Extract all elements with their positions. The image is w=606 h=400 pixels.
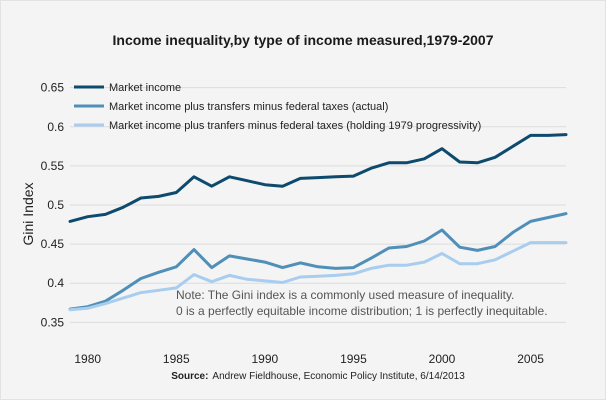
y-axis-label: Gini Index [20,182,36,245]
x-tick-label-0: 1980 [74,352,101,366]
x-tick-label-3: 1995 [340,352,367,366]
series-line-1 [68,133,568,223]
note-line-2: 0 is a perfectly equitable income distri… [176,304,548,318]
x-tick-labels: 1980 1985 1990 1995 2000 2005 [74,352,544,366]
legend-label-3: Market income plus tranfers minus federa… [109,120,481,132]
y-tick-label-1: 0.4 [47,276,64,290]
legend-label-2: Market income plus transfers minus feder… [109,101,388,113]
source-credit: Source: Andrew Fieldhouse, Economic Polic… [171,371,465,382]
legend-label-1: Market income [109,82,181,94]
x-tick-label-4: 2000 [429,352,456,366]
series-lines [68,133,568,312]
y-tick-label-4: 0.55 [41,159,65,173]
series-line-2 [68,212,568,311]
x-tick-label-5: 2005 [517,352,544,366]
chart-title: Income inequality,by type of income meas… [113,32,494,48]
gridlines [70,87,566,323]
source-label: Source: [171,371,208,382]
note-annotation: Note: The Gini index is a commonly used … [176,288,548,318]
y-tick-label-3: 0.5 [47,198,64,212]
y-tick-labels: 0.35 0.4 0.45 0.5 0.55 0.6 0.65 [41,81,65,330]
x-tick-label-1: 1985 [163,352,190,366]
x-tick-label-2: 1990 [252,352,279,366]
source-text: Andrew Fieldhouse, Economic Policy Insti… [212,371,465,382]
note-line-1: Note: The Gini index is a commonly used … [176,288,514,302]
series-line-3 [68,241,568,312]
y-tick-label-2: 0.45 [41,237,65,251]
y-tick-label-5: 0.6 [47,120,64,134]
y-tick-label-6: 0.65 [41,81,65,95]
y-tick-label-0: 0.35 [41,315,65,329]
legend: Market income Market income plus transfer… [74,82,481,132]
